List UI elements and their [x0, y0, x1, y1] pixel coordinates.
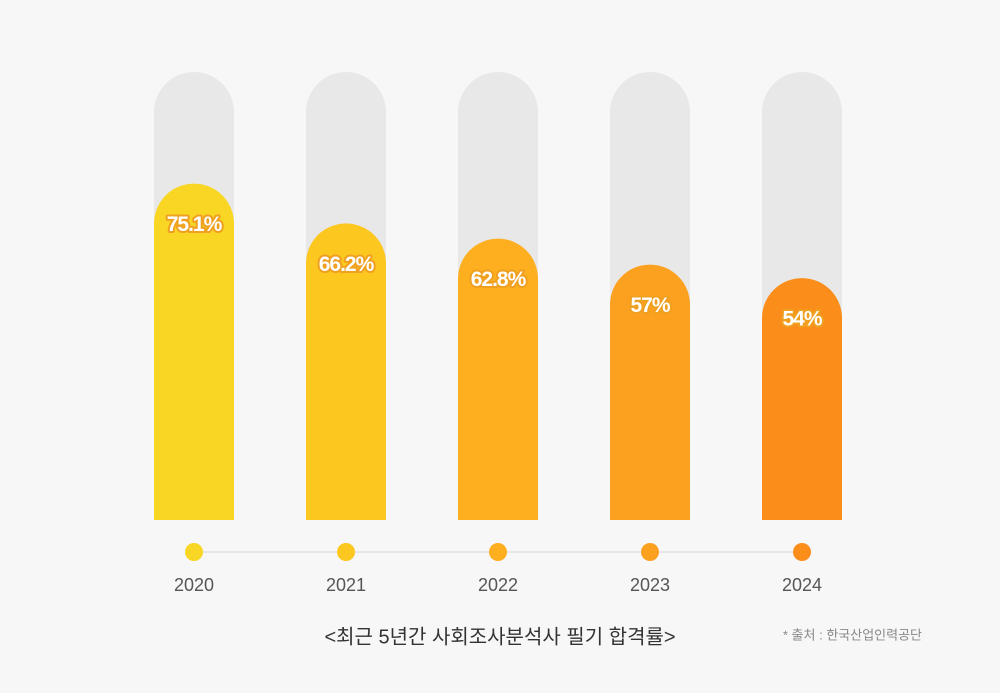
bar: [306, 223, 386, 520]
value-label: 62.8%: [471, 268, 527, 291]
timeline-dot: [489, 543, 507, 561]
timeline-dot: [793, 543, 811, 561]
chart-title: <최근 5년간 사회조사분석사 필기 합격률>: [324, 625, 675, 648]
timeline-dot: [185, 543, 203, 561]
x-tick-label: 2020: [174, 575, 214, 595]
bar: [762, 278, 842, 520]
x-tick-label: 2021: [326, 575, 366, 595]
x-tick-label: 2023: [630, 575, 670, 595]
bar: [458, 238, 538, 520]
x-tick-label: 2024: [782, 575, 822, 595]
x-tick-label: 2022: [478, 575, 518, 595]
source-note: * 출처 : 한국산업인력공단: [783, 627, 922, 642]
timeline-dot: [641, 543, 659, 561]
value-label: 54%: [782, 308, 822, 331]
value-label: 57%: [630, 294, 670, 317]
bar: [610, 264, 690, 520]
value-label: 66.2%: [319, 253, 375, 276]
bar: [154, 183, 234, 520]
value-label: 75.1%: [167, 213, 223, 236]
timeline-dot: [337, 543, 355, 561]
